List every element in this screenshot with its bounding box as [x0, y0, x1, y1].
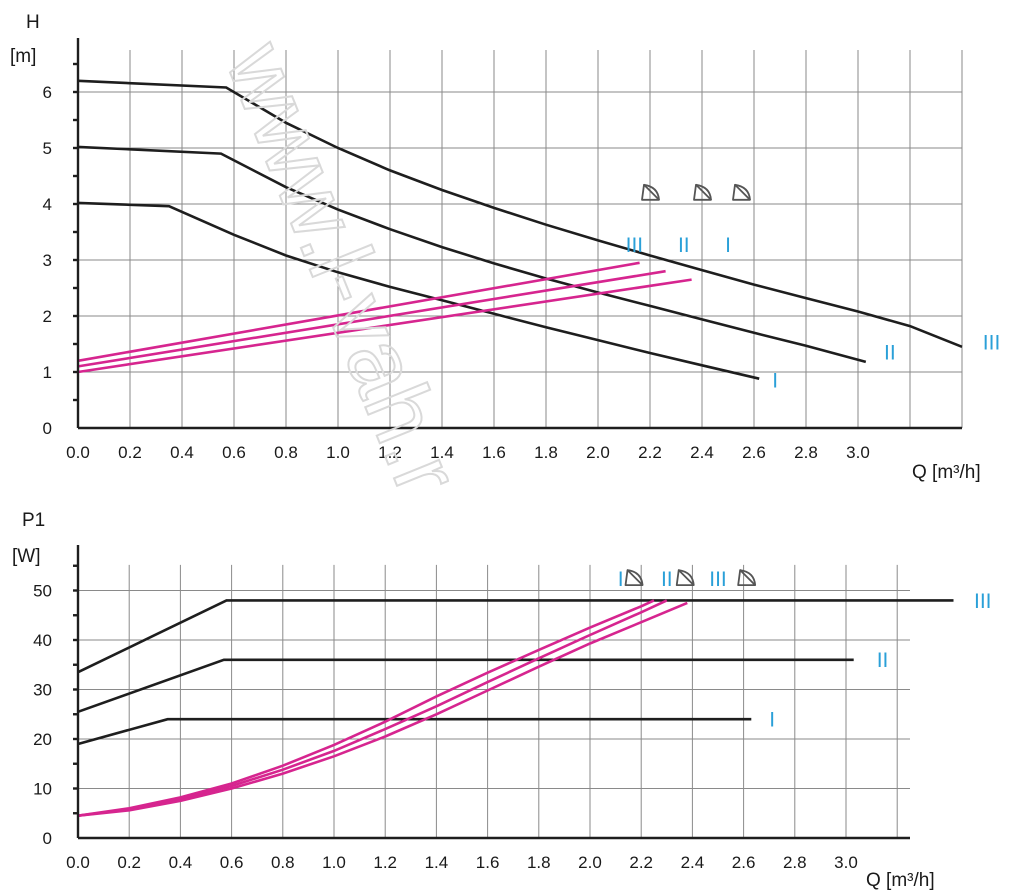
- x-tick-label: 1.6: [482, 443, 506, 462]
- y-axis-symbol: H: [26, 12, 40, 33]
- system-curve-III: [77, 601, 688, 817]
- curve-end-label: III: [974, 590, 992, 613]
- constant-curve-icon: [675, 569, 695, 587]
- y-axis-unit: [W]: [12, 546, 41, 567]
- y-tick-label: 30: [33, 681, 52, 700]
- x-axis-label: Q [m³/h]: [866, 870, 935, 891]
- x-tick-label: 0.0: [66, 853, 90, 872]
- system-curve-II: [77, 269, 666, 368]
- x-tick-label: 2.8: [794, 443, 818, 462]
- constant-curve-icon: [693, 183, 712, 201]
- pump-curve-II: [77, 658, 854, 714]
- power-axes: [73, 545, 910, 840]
- x-tick-label: 2.0: [586, 443, 610, 462]
- x-tick-label: 1.8: [534, 443, 558, 462]
- curve-end-label: I: [772, 370, 778, 393]
- pump-curve-III: [77, 79, 963, 349]
- power-tick-labels: 0.0 0.2 0.4 0.6 0.8 1.0 1.2 1.4 1.6 1.8 2.0 2.2 2.4 2…: [33, 582, 858, 873]
- constant-curve-icon: [624, 569, 644, 587]
- speed-label: II: [678, 234, 690, 257]
- speed-label: I: [618, 568, 624, 591]
- head-tick-labels: 0.0 0.2 0.4 0.6 0.8 1.0 1.2 1.4 1.6 1.8 2.0 2.2 2.4 2…: [43, 83, 870, 462]
- x-tick-label: 0.6: [220, 853, 244, 872]
- y-tick-label: 5: [43, 139, 52, 158]
- y-tick-label: 3: [43, 251, 52, 270]
- x-tick-label: 0.2: [117, 853, 141, 872]
- y-tick-label: 50: [33, 582, 52, 601]
- x-tick-label: 0.8: [271, 853, 295, 872]
- pump-curve-I: [77, 201, 760, 380]
- x-tick-label: 2.2: [629, 853, 653, 872]
- x-tick-label: 1.2: [378, 443, 402, 462]
- x-tick-label: 1.2: [373, 853, 397, 872]
- curve-end-label: I: [769, 709, 775, 732]
- y-tick-label: 10: [33, 780, 52, 799]
- curve-end-label: II: [884, 342, 896, 365]
- system-curve-II: [77, 599, 668, 817]
- power-grid: [78, 564, 910, 838]
- x-tick-label: 1.6: [476, 853, 500, 872]
- x-tick-label: 0.6: [222, 443, 246, 462]
- y-tick-label: 0: [43, 419, 52, 438]
- x-tick-label: 0.4: [169, 853, 193, 872]
- x-tick-label: 1.0: [322, 853, 346, 872]
- x-tick-label: 0.8: [274, 443, 298, 462]
- x-tick-label: 3.0: [834, 853, 858, 872]
- y-tick-label: 1: [43, 363, 52, 382]
- speed-label: II: [661, 568, 673, 591]
- y-tick-label: 20: [33, 730, 52, 749]
- constant-curve-icon: [737, 569, 757, 587]
- x-tick-label: 2.4: [681, 853, 705, 872]
- y-axis-unit: [m]: [10, 46, 36, 67]
- x-tick-label: 2.2: [638, 443, 662, 462]
- power-curves: [77, 599, 954, 817]
- y-tick-label: 6: [43, 83, 52, 102]
- x-tick-label: 0.4: [170, 443, 194, 462]
- x-tick-label: 0.0: [66, 443, 90, 462]
- speed-label: I: [725, 234, 731, 257]
- constant-curve-icon: [732, 183, 751, 201]
- curve-end-label: III: [983, 332, 1001, 355]
- pump-curve-I: [77, 717, 752, 746]
- system-curve-I: [77, 261, 640, 363]
- x-tick-label: 2.0: [578, 853, 602, 872]
- head-flow-chart: 0.0 0.2 0.4 0.6 0.8 1.0 1.2 1.4 1.6 1.8 2.0 2.2 2.4 2…: [10, 12, 1000, 483]
- x-tick-label: 0.2: [118, 443, 142, 462]
- y-tick-label: 4: [43, 195, 52, 214]
- head-curves: [77, 79, 963, 380]
- x-axis-label: Q [m³/h]: [912, 462, 981, 483]
- y-tick-label: 40: [33, 631, 52, 650]
- y-axis-symbol: P1: [22, 510, 45, 531]
- head-axes: [73, 38, 962, 430]
- x-tick-label: 2.4: [690, 443, 714, 462]
- x-tick-label: 1.4: [430, 443, 454, 462]
- system-curve-III: [77, 278, 692, 374]
- curve-end-label: II: [877, 649, 889, 672]
- constant-curve-icon: [641, 183, 660, 201]
- x-tick-label: 2.6: [742, 443, 766, 462]
- x-tick-label: 3.0: [846, 443, 870, 462]
- speed-label: III: [709, 568, 727, 591]
- y-tick-label: 2: [43, 307, 52, 326]
- x-tick-label: 1.4: [425, 853, 449, 872]
- pump-curve-III: [77, 599, 954, 674]
- speed-label: III: [626, 234, 644, 257]
- x-tick-label: 2.8: [783, 853, 807, 872]
- power-flow-chart: 0.0 0.2 0.4 0.6 0.8 1.0 1.2 1.4 1.6 1.8 2.0 2.2 2.4 2…: [12, 510, 992, 891]
- system-curve-I: [77, 599, 655, 817]
- x-tick-label: 1.0: [326, 443, 350, 462]
- y-tick-label: 0: [43, 829, 52, 848]
- x-tick-label: 2.6: [732, 853, 756, 872]
- pump-curve-II: [77, 145, 867, 364]
- x-tick-label: 1.8: [527, 853, 551, 872]
- head-grid: [78, 50, 963, 428]
- watermark: www.l-vah.r: [206, 28, 479, 508]
